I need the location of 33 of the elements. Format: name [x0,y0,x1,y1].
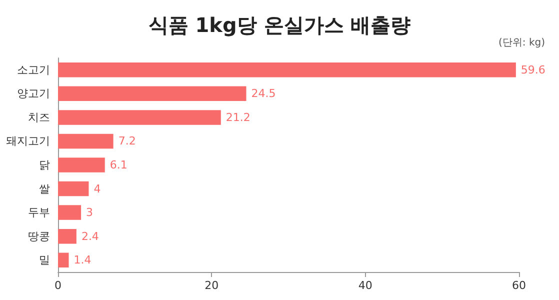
y-tick-label: 밀 [39,254,50,267]
y-tick-label: 치즈 [28,110,50,124]
data-label: 4 [94,182,101,196]
bar [58,205,82,220]
y-tick-label: 쌀 [39,182,50,196]
bar [58,110,221,125]
bar [58,181,89,196]
bar [58,62,516,78]
data-label: 7.2 [118,134,136,148]
y-tick-label: 돼지고기 [6,134,50,148]
data-label: 2.4 [81,230,99,243]
data-label: 21.2 [226,110,250,124]
y-tick-label: 두부 [28,206,50,220]
chart-title: 식품 1kg당 온실가스 배출량 [148,13,411,37]
data-label: 59.6 [520,63,546,76]
bar [58,252,69,268]
x-tick-label: 20 [204,279,219,292]
x-tick-label: 40 [358,279,372,292]
bar [58,134,114,149]
y-tick-label: 소고기 [17,63,50,76]
data-label: 6.1 [110,158,128,172]
text: (단위: kg) [498,38,546,48]
bar [58,228,76,244]
data-label: 1.4 [74,254,92,267]
bar [58,158,105,172]
y-tick-label: 땅콩 [28,230,50,243]
x-tick-label: 0 [54,279,62,292]
y-tick-label: 닭 [39,158,50,172]
x-tick-label: 60 [512,279,526,292]
data-label: 24.5 [251,87,276,100]
bar [58,86,246,102]
y-tick-label: 양고기 [17,87,50,100]
data-label: 3 [86,206,94,220]
